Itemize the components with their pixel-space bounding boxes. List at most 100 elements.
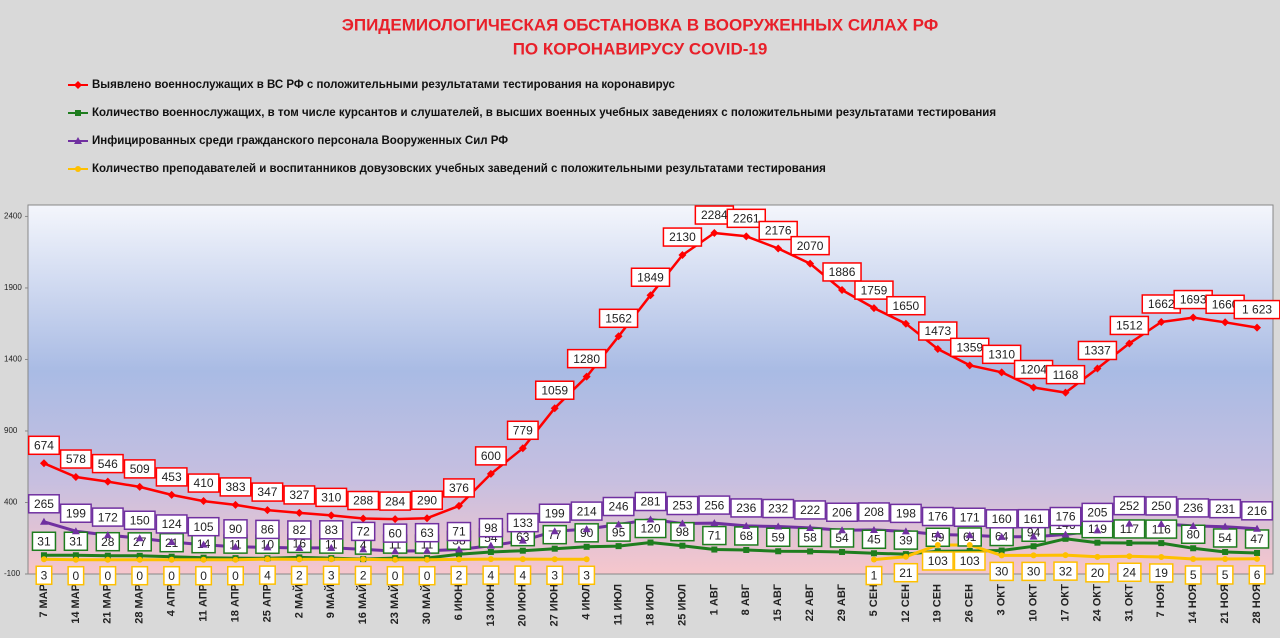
point [551, 545, 558, 552]
data-label: 1168 [1053, 368, 1079, 382]
data-label-box [474, 446, 507, 466]
point [360, 556, 367, 563]
data-label-box [251, 482, 284, 502]
x-tick-label: 19 СЕН [932, 584, 944, 623]
data-label: 2070 [797, 239, 824, 253]
data-label-box [1081, 502, 1114, 523]
point [40, 552, 47, 559]
point [199, 540, 208, 548]
point [168, 556, 175, 563]
point [455, 551, 462, 558]
data-label-box [726, 208, 767, 229]
point [742, 232, 751, 241]
data-label: 98 [484, 521, 498, 535]
data-label-box [418, 565, 436, 586]
chart-title: ЭПИДЕМИОЛОГИЧЕСКАЯ ОБСТАНОВКА В ВООРУЖЕН… [342, 15, 938, 34]
data-label-box [506, 512, 539, 533]
x-tick-label: 22 АВГ [804, 583, 816, 621]
point [455, 556, 462, 563]
point [1221, 318, 1230, 327]
data-label-box [918, 321, 958, 341]
data-label-box [258, 565, 276, 585]
data-label: 103 [928, 554, 948, 568]
point [1094, 539, 1101, 546]
data-label-box [857, 502, 890, 522]
data-label: 1562 [605, 311, 632, 325]
point [646, 515, 655, 523]
point [933, 345, 942, 354]
data-label: 206 [832, 505, 852, 519]
data-label-box [414, 522, 440, 543]
data-label: 1204 [1020, 363, 1047, 377]
data-label: 16 [293, 537, 307, 551]
x-tick-label: 14 НОЯ [1187, 584, 1199, 624]
data-label-box [634, 491, 667, 512]
data-label: 4 [519, 568, 526, 582]
data-label: 133 [513, 516, 533, 530]
point [454, 501, 463, 510]
data-label-box [155, 467, 188, 487]
point [391, 515, 400, 524]
legend-marker [74, 81, 82, 89]
x-tick-label: 9 МАЙ [324, 584, 337, 618]
data-label: 222 [800, 503, 820, 517]
data-label-box [27, 435, 60, 456]
data-label: 2176 [765, 224, 792, 238]
data-label: 24 [1123, 565, 1137, 579]
data-label-box [981, 344, 1022, 365]
x-tick-label: 11 АПР [197, 584, 209, 622]
point [486, 541, 495, 549]
point [1062, 552, 1069, 559]
data-label: 58 [803, 531, 817, 545]
point [1253, 323, 1262, 332]
data-label-box [893, 562, 919, 583]
data-label-box [59, 503, 92, 523]
data-label: 236 [736, 501, 756, 515]
data-label: 453 [162, 470, 182, 484]
point [710, 229, 719, 238]
x-tick-label: 5 СЕН [868, 584, 880, 616]
data-label-box [283, 485, 316, 505]
data-label: 0 [168, 569, 175, 583]
point [1157, 317, 1166, 326]
data-label: 77 [548, 528, 562, 542]
point [1158, 540, 1165, 547]
point [232, 556, 239, 563]
point [838, 526, 847, 534]
point [1190, 545, 1197, 552]
point [1222, 555, 1229, 562]
point [710, 519, 719, 527]
point [263, 543, 272, 551]
data-label: 105 [194, 520, 214, 534]
data-label: 103 [960, 554, 980, 568]
point [1158, 553, 1165, 560]
data-label-box [730, 498, 763, 518]
data-label-box [1248, 565, 1266, 585]
data-label: 410 [194, 476, 214, 490]
data-label-box [1241, 501, 1274, 521]
data-label: 0 [73, 569, 80, 583]
point [998, 547, 1005, 554]
data-label-box [287, 520, 312, 540]
x-tick-label: 25 ИЮЛ [676, 584, 688, 626]
data-label-box [382, 523, 408, 543]
data-label: 124 [162, 517, 182, 531]
point [902, 553, 909, 560]
data-label: 265 [34, 497, 54, 511]
data-label: 205 [1087, 506, 1107, 520]
data-label: 1280 [573, 352, 600, 366]
x-tick-label: 8 АВГ [740, 583, 752, 615]
point [136, 552, 143, 559]
data-label: 2130 [669, 230, 696, 244]
data-label: 284 [385, 494, 405, 508]
point [135, 482, 144, 491]
legend-marker [75, 110, 81, 116]
data-label: 347 [257, 485, 277, 499]
point [870, 556, 877, 563]
data-label: 39 [899, 533, 913, 547]
point [359, 514, 368, 523]
point [1190, 555, 1197, 562]
point [934, 541, 941, 548]
data-label: 161 [1024, 512, 1044, 526]
data-label: 1473 [924, 324, 951, 338]
